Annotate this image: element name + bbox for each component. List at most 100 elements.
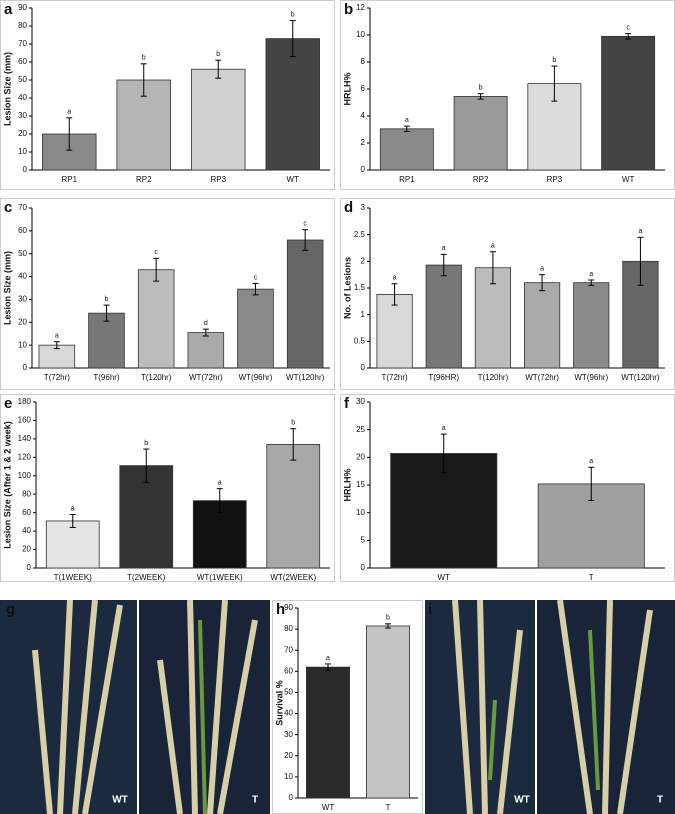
bar (601, 35, 656, 171)
y-tick-label: 10 (18, 147, 27, 156)
y-tick-label: 30 (18, 111, 27, 120)
y-tick-label: 3 (361, 203, 366, 212)
significance-letter: a (540, 266, 544, 273)
y-tick-label: 70 (284, 645, 293, 654)
significance-letter: a (442, 425, 446, 432)
significance-letter: a (638, 228, 642, 235)
y-axis-label: Lesion Size (After 1 & 2 week) (2, 421, 12, 549)
y-axis-label: Lesion Size (mm) (2, 251, 12, 325)
chart-frame (0, 0, 335, 190)
significance-letter: a (589, 271, 593, 278)
y-tick-label: 25 (356, 425, 365, 434)
bar (237, 288, 274, 369)
y-tick-label: 60 (284, 666, 293, 675)
y-tick-label: 100 (18, 471, 32, 480)
photo-label: T (252, 795, 258, 806)
y-tick-label: 10 (356, 30, 365, 39)
y-tick-label: 20 (18, 317, 27, 326)
y-tick-label: 30 (18, 295, 27, 304)
y-tick-label: 50 (284, 688, 293, 697)
y-tick-label: 5 (361, 535, 366, 544)
bar (191, 68, 246, 171)
panel-letter: c (4, 199, 12, 216)
y-axis-label: No. of Lesions (342, 257, 352, 319)
x-tick-label: WT(1WEEK) (197, 573, 243, 582)
x-tick-label: T(96hr) (93, 373, 120, 382)
significance-letter: b (479, 85, 483, 92)
bar (45, 520, 100, 569)
bar (187, 332, 225, 369)
y-tick-label: 120 (18, 452, 32, 461)
y-tick-label: 10 (356, 508, 365, 517)
y-tick-label: 15 (356, 480, 365, 489)
photos: g WT T i WT T (0, 599, 675, 814)
significance-letter: a (491, 243, 495, 250)
x-tick-label: T(1WEEK) (54, 573, 93, 582)
y-tick-label: 0 (23, 165, 28, 174)
significance-letter: a (393, 275, 397, 282)
x-tick-label: WT(120hr) (621, 373, 660, 382)
photo-label: WT (514, 795, 530, 806)
bar (305, 666, 350, 799)
y-axis-label: HRLH% (342, 73, 352, 106)
green-leaves (198, 619, 600, 814)
y-tick-label: 40 (22, 526, 31, 535)
x-tick-label: WT(2WEEK) (270, 573, 316, 582)
significance-letter: a (405, 117, 409, 124)
y-tick-label: 12 (356, 3, 365, 12)
bar (453, 96, 508, 171)
y-tick-label: 50 (18, 249, 27, 258)
x-tick-label: T (589, 573, 594, 582)
photo-label: T (657, 795, 663, 806)
significance-letter: c (254, 274, 258, 281)
y-tick-label: 10 (18, 340, 27, 349)
x-tick-label: WT (322, 803, 335, 812)
y-tick-label: 8 (361, 57, 366, 66)
y-tick-label: 0.5 (354, 336, 366, 345)
y-tick-label: 0 (361, 165, 366, 174)
y-tick-label: 6 (361, 84, 366, 93)
x-tick-label: T(2WEEK) (127, 573, 166, 582)
y-tick-label: 0 (361, 363, 366, 372)
y-tick-label: 0 (361, 563, 366, 572)
bar (379, 128, 434, 171)
bar (523, 282, 561, 369)
significance-letter: c (626, 24, 630, 31)
bar (266, 444, 321, 569)
y-tick-label: 1.5 (354, 283, 366, 292)
y-tick-label: 2 (361, 138, 366, 147)
panel-letter: d (344, 199, 353, 216)
bar (137, 269, 175, 369)
y-axis-label: Survival % (274, 680, 284, 726)
y-tick-label: 30 (356, 397, 365, 406)
x-tick-label: T(72hr) (381, 373, 408, 382)
x-tick-label: WT(96hr) (239, 373, 273, 382)
bar (474, 267, 512, 369)
bar (286, 239, 324, 369)
x-tick-label: RP2 (136, 175, 152, 184)
significance-letter: c (303, 221, 307, 228)
bar (376, 293, 413, 369)
x-tick-label: RP1 (61, 175, 77, 184)
significance-letter: a (442, 245, 446, 252)
significance-letter: d (204, 320, 208, 327)
x-tick-label: WT(96hr) (574, 373, 608, 382)
bar (265, 38, 320, 171)
y-tick-label: 0 (27, 563, 32, 572)
y-tick-label: 20 (356, 452, 365, 461)
significance-letter: b (142, 55, 146, 62)
significance-letter: b (291, 11, 295, 18)
chart-frame (0, 394, 335, 582)
chart-frame (0, 198, 335, 390)
x-tick-label: WT(120hr) (286, 373, 325, 382)
y-tick-label: 30 (284, 730, 293, 739)
y-tick-label: 4 (361, 111, 366, 120)
panel-letter: i (428, 601, 432, 618)
significance-letter: b (216, 51, 220, 58)
y-tick-label: 40 (18, 272, 27, 281)
y-axis-label: HRLH% (342, 469, 352, 502)
significance-letter: a (55, 333, 59, 340)
x-tick-label: RP3 (210, 175, 226, 184)
significance-letter: a (589, 458, 593, 465)
